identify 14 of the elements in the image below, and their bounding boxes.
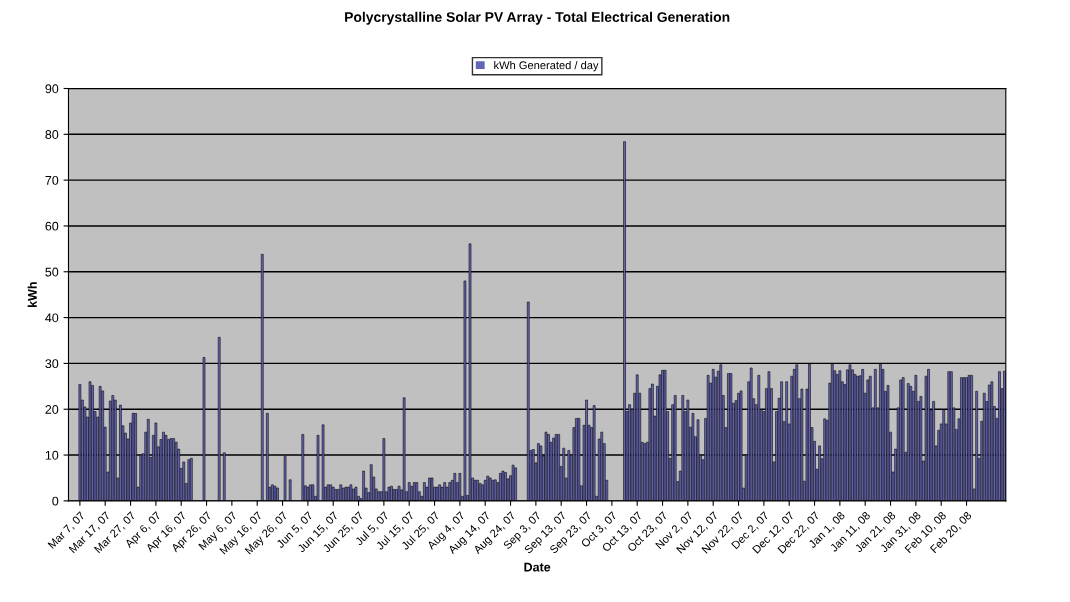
y-axis-title: kWh <box>27 282 37 307</box>
x-axis-title: Date <box>524 562 551 572</box>
y-tick-label: 50 <box>45 267 59 277</box>
y-tick-label: 70 <box>45 175 59 185</box>
y-tick-label: 0 <box>52 496 59 506</box>
legend-label: kWh Generated / day <box>494 61 599 72</box>
y-tick-label: 80 <box>45 130 59 139</box>
y-tick-label: 10 <box>45 450 59 460</box>
y-tick-label: 20 <box>45 405 59 414</box>
y-tick-label: 60 <box>45 221 59 231</box>
y-tick-label: 40 <box>45 313 59 323</box>
chart-title: Polycrystalline Solar PV Array - Total Electrical Generation <box>345 11 730 25</box>
y-tick-label: 90 <box>45 84 59 94</box>
y-tick-label: 30 <box>45 359 59 369</box>
